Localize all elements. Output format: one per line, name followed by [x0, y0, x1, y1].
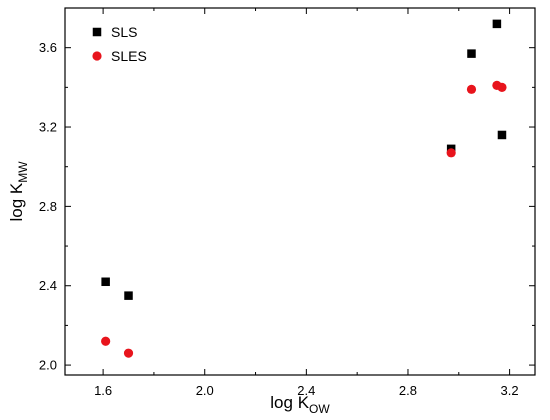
data-point-sles — [123, 348, 134, 358]
legend-label-sls: SLS — [111, 24, 137, 40]
y-axis-label: log KMW — [7, 161, 30, 222]
legend: SLS SLES — [92, 24, 147, 64]
data-point-sles — [466, 84, 477, 94]
x-tick-label: 2.8 — [399, 383, 417, 398]
y-tick-label: 2.0 — [39, 358, 57, 373]
x-tick-label: 3.2 — [501, 383, 519, 398]
data-point-sles — [446, 148, 456, 158]
x-axis-label: log KOW — [270, 393, 330, 416]
x-tick-label: 1.6 — [94, 383, 112, 398]
y-tick-label: 3.2 — [39, 120, 57, 135]
x-tick-label: 2.4 — [297, 383, 315, 398]
plot-frame — [64, 7, 536, 376]
data-point-sls — [467, 49, 476, 58]
legend-marker-sles — [92, 51, 102, 61]
legend-marker-sls — [92, 27, 102, 37]
y-tick-label: 2.4 — [39, 278, 57, 293]
data-point-sls — [124, 291, 133, 300]
x-tick-label: 2.0 — [196, 383, 214, 398]
data-point-sles — [101, 336, 111, 346]
y-tick-label: 3.6 — [39, 40, 57, 55]
data-point-sls — [492, 19, 502, 29]
data-point-sls — [101, 277, 110, 287]
y-tick-label: 2.8 — [39, 199, 57, 214]
data-point-sles — [497, 82, 507, 92]
data-point-sls — [497, 130, 507, 140]
legend-label-sles: SLES — [111, 48, 147, 64]
